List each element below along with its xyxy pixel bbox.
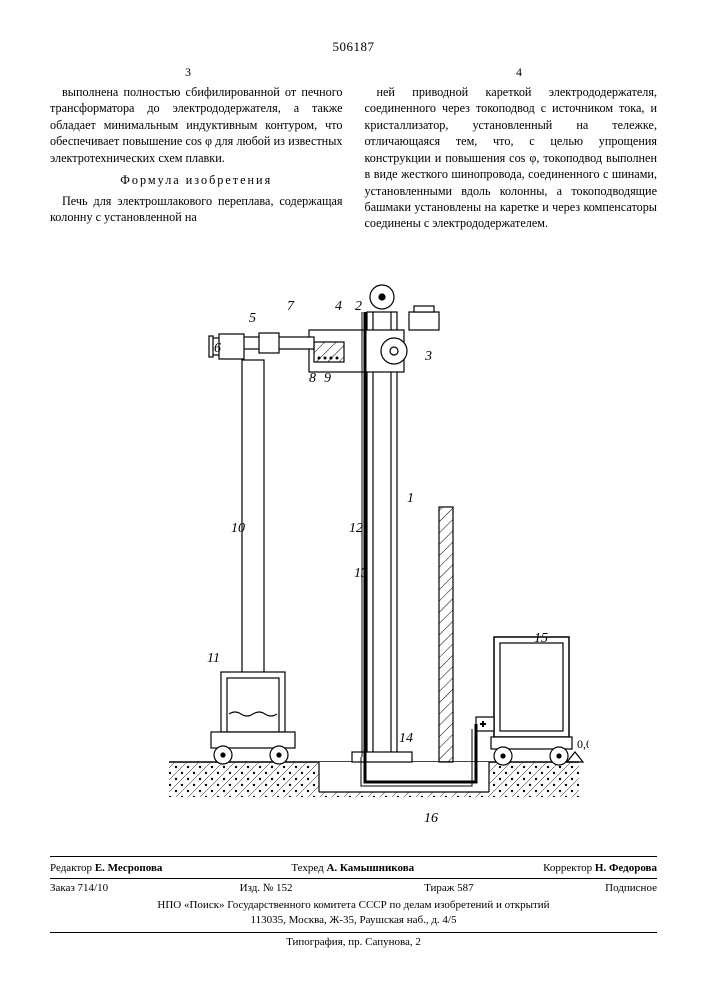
para-1: выполнена полностью сбифилированной от п… — [50, 84, 343, 166]
svg-text:16: 16 — [424, 811, 438, 826]
svg-text:12: 12 — [349, 521, 363, 536]
svg-text:1: 1 — [407, 491, 414, 506]
body-text: выполнена полностью сбифилированной от п… — [50, 84, 657, 232]
svg-text:11: 11 — [207, 651, 220, 666]
footer: Редактор Е. Месропова Техред А. Камышник… — [50, 856, 657, 949]
typography: Типография, пр. Сапунова, 2 — [50, 932, 657, 950]
svg-text:5: 5 — [249, 311, 256, 326]
svg-text:8: 8 — [309, 371, 316, 386]
svg-text:6: 6 — [214, 341, 221, 356]
svg-text:4: 4 — [335, 299, 342, 314]
col-num-left: 3 — [185, 64, 191, 80]
editor: Редактор Е. Месропова — [50, 861, 162, 876]
izd-no: Изд. № 152 — [240, 881, 293, 896]
corrector: Корректор Н. Федорова — [543, 861, 657, 876]
svg-text:2: 2 — [355, 299, 362, 314]
para-2a: Печь для электрошлакового переплава, сод… — [50, 193, 343, 226]
subscription: Подписное — [605, 881, 657, 896]
svg-text:15: 15 — [534, 631, 548, 646]
order-no: Заказ 714/10 — [50, 881, 108, 896]
figure: 0,012345678910111213141516 — [50, 242, 657, 846]
tirazh: Тираж 587 — [424, 881, 474, 896]
publisher: НПО «Поиск» Государственного комитета СС… — [50, 898, 657, 928]
svg-text:10: 10 — [231, 521, 245, 536]
svg-text:9: 9 — [324, 371, 331, 386]
techred: Техред А. Камышникова — [291, 861, 414, 876]
svg-text:7: 7 — [287, 299, 295, 314]
formula-heading: Формула изобретения — [50, 172, 343, 188]
svg-text:0,0: 0,0 — [577, 737, 589, 751]
svg-text:14: 14 — [399, 731, 413, 746]
col-num-right: 4 — [516, 64, 522, 80]
svg-text:3: 3 — [424, 349, 432, 364]
para-2b: ней приводной кареткой электрододержател… — [365, 84, 658, 232]
patent-number: 506187 — [50, 38, 657, 56]
technical-drawing: 0,012345678910111213141516 — [119, 242, 589, 842]
svg-text:13: 13 — [354, 566, 368, 581]
